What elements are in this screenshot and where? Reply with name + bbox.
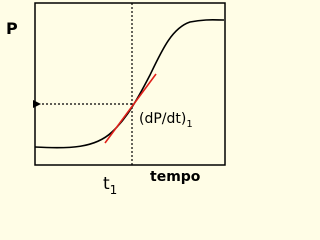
time-marker-main: t xyxy=(103,174,110,194)
tangent-line xyxy=(104,73,157,144)
diagram: P tempo t1 (dP/dt)1 xyxy=(0,0,232,197)
page: P tempo t1 (dP/dt)1 (() => { const data … xyxy=(0,0,232,197)
slope-label: (dP/dt)1 xyxy=(139,111,193,130)
plot-frame xyxy=(34,2,226,166)
slope-label-sub: 1 xyxy=(186,119,192,130)
growth-curve xyxy=(34,19,225,149)
y-axis-label: P xyxy=(6,19,18,38)
background xyxy=(0,0,232,197)
slope-label-main: (dP/dt) xyxy=(139,111,186,127)
time-marker-label: t1 xyxy=(103,174,117,197)
x-axis-label: tempo xyxy=(150,169,201,185)
time-marker-sub: 1 xyxy=(110,183,118,197)
